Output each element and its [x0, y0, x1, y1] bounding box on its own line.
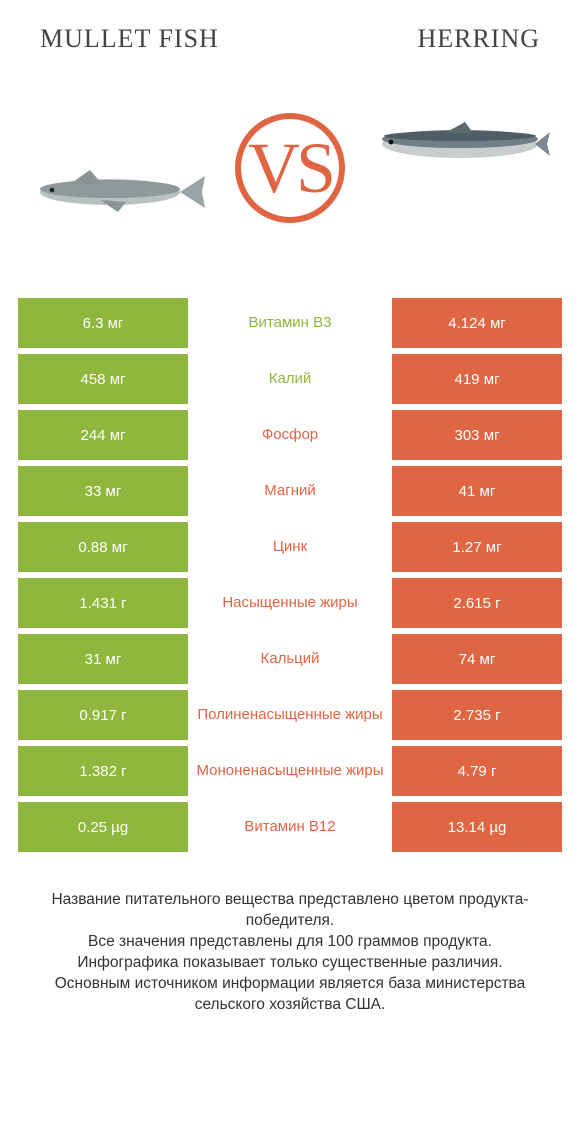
nutrient-label: Витамин B3 — [188, 298, 392, 348]
nutrient-label: Насыщенные жиры — [188, 578, 392, 628]
herring-fish-image — [365, 114, 550, 174]
right-value-cell: 2.615 г — [392, 578, 562, 628]
footnote-line: Все значения представлены для 100 граммо… — [28, 932, 552, 953]
footnote-line: Название питательного вещества представл… — [28, 890, 552, 932]
vs-label: VS — [248, 132, 332, 204]
left-value-cell: 0.25 µg — [18, 802, 188, 852]
left-value-cell: 33 мг — [18, 466, 188, 516]
right-value-cell: 419 мг — [392, 354, 562, 404]
left-value-cell: 1.382 г — [18, 746, 188, 796]
footnote-line: Основным источником информации является … — [28, 974, 552, 1016]
table-row: 6.3 мгВитамин B34.124 мг — [18, 298, 562, 348]
left-value-cell: 6.3 мг — [18, 298, 188, 348]
table-row: 244 мгФосфор303 мг — [18, 410, 562, 460]
right-value-cell: 74 мг — [392, 634, 562, 684]
table-row: 458 мгКалий419 мг — [18, 354, 562, 404]
nutrient-label: Калий — [188, 354, 392, 404]
table-row: 31 мгКальций74 мг — [18, 634, 562, 684]
right-value-cell: 41 мг — [392, 466, 562, 516]
left-value-cell: 0.88 мг — [18, 522, 188, 572]
footnote: Название питательного вещества представл… — [28, 890, 552, 1016]
right-value-cell: 303 мг — [392, 410, 562, 460]
right-value-cell: 1.27 мг — [392, 522, 562, 572]
table-row: 33 мгМагний41 мг — [18, 466, 562, 516]
left-value-cell: 1.431 г — [18, 578, 188, 628]
left-product-title: MULLET FISH — [40, 24, 219, 54]
nutrient-label: Витамин B12 — [188, 802, 392, 852]
table-row: 0.25 µgВитамин B1213.14 µg — [18, 802, 562, 852]
comparison-table: 6.3 мгВитамин B34.124 мг 458 мгКалий419 м… — [18, 298, 562, 852]
table-row: 0.917 гПолиненасыщенные жиры2.735 г — [18, 690, 562, 740]
header: MULLET FISH HERRING — [0, 0, 580, 58]
left-value-cell: 244 мг — [18, 410, 188, 460]
right-product-title: HERRING — [417, 24, 540, 54]
table-row: 1.431 гНасыщенные жиры2.615 г — [18, 578, 562, 628]
nutrient-label: Фосфор — [188, 410, 392, 460]
right-value-cell: 4.79 г — [392, 746, 562, 796]
right-value-cell: 2.735 г — [392, 690, 562, 740]
hero-area: VS — [30, 58, 550, 278]
right-value-cell: 13.14 µg — [392, 802, 562, 852]
nutrient-label: Цинк — [188, 522, 392, 572]
mullet-fish-image — [30, 162, 205, 222]
right-value-cell: 4.124 мг — [392, 298, 562, 348]
nutrient-label: Кальций — [188, 634, 392, 684]
left-value-cell: 0.917 г — [18, 690, 188, 740]
table-row: 1.382 гМононенасыщенные жиры4.79 г — [18, 746, 562, 796]
nutrient-label: Мононенасыщенные жиры — [188, 746, 392, 796]
nutrient-label: Полиненасыщенные жиры — [188, 690, 392, 740]
left-value-cell: 31 мг — [18, 634, 188, 684]
vs-badge: VS — [235, 113, 345, 223]
table-row: 0.88 мгЦинк1.27 мг — [18, 522, 562, 572]
footnote-line: Инфографика показывает только существенн… — [28, 953, 552, 974]
nutrient-label: Магний — [188, 466, 392, 516]
left-value-cell: 458 мг — [18, 354, 188, 404]
